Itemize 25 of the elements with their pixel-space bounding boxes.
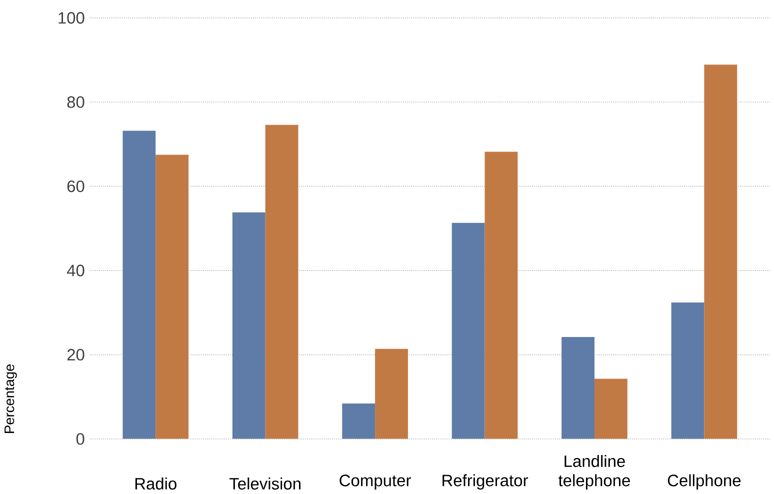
x-tick-label: Refrigerator (442, 474, 528, 490)
bar (704, 64, 738, 439)
x-tick-label: Computer (340, 474, 411, 490)
x-tick-label: Cellphone (668, 474, 741, 490)
bar (671, 302, 704, 439)
y-tick-label: 80 (67, 96, 84, 108)
x-tick-label: Landline telephone (558, 454, 630, 490)
y-tick-label: 40 (66, 264, 84, 276)
y-tick-label: 0 (76, 433, 84, 445)
bar (375, 348, 408, 439)
bar (232, 212, 266, 439)
y-tick-label: 60 (67, 180, 84, 192)
y-axis-title: Percentage (4, 364, 17, 433)
bar (452, 222, 485, 439)
bar (156, 154, 189, 439)
bar (562, 336, 594, 439)
x-tick-label: Television (229, 477, 300, 490)
bar (484, 152, 518, 439)
x-tick-label: Radio (135, 477, 176, 490)
bar (594, 378, 628, 439)
bar (122, 130, 156, 439)
y-tick-label: 100 (58, 12, 84, 24)
bar (265, 124, 298, 439)
y-tick-label: 20 (67, 348, 84, 360)
bar (342, 403, 376, 439)
